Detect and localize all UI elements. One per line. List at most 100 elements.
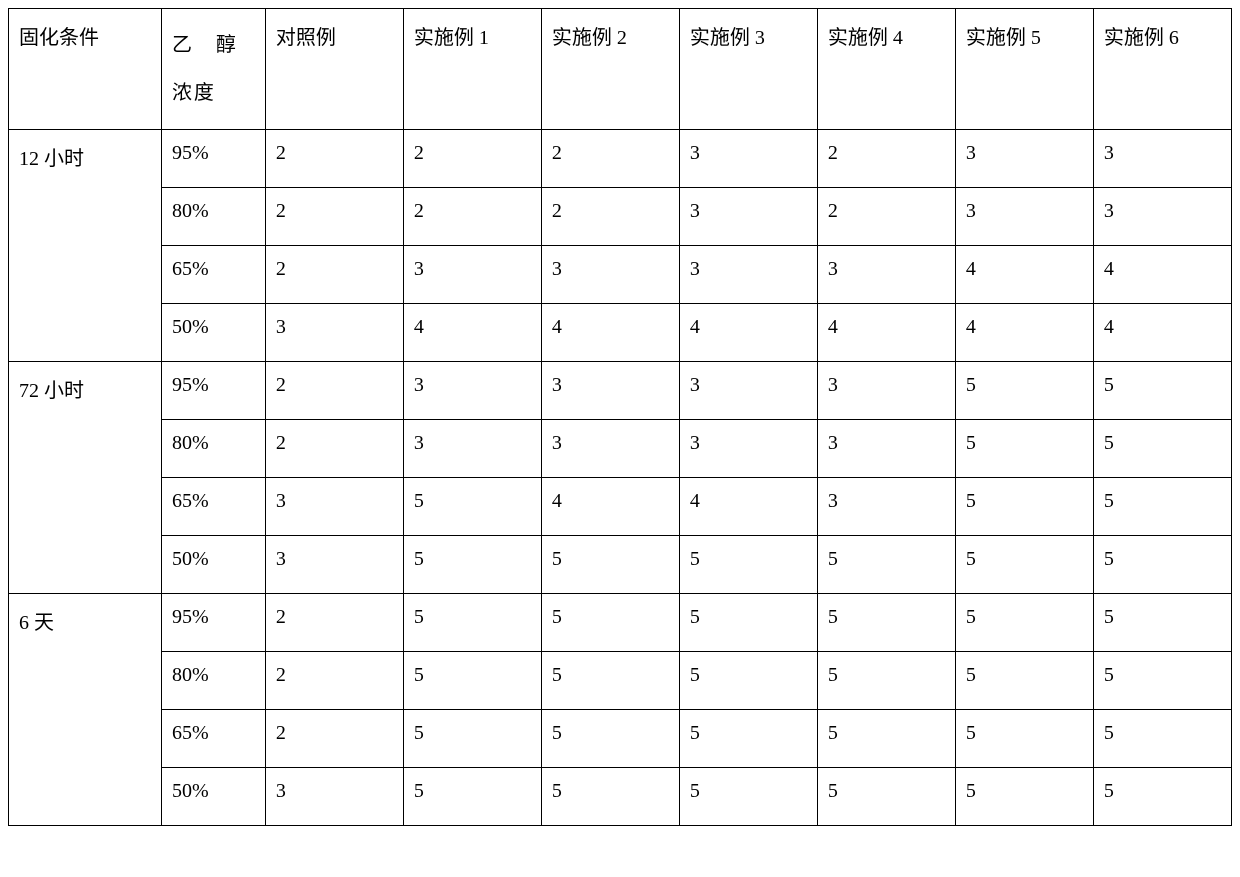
value-cell: 4: [1093, 304, 1231, 362]
header-col-3: 实施例 1: [403, 9, 541, 130]
table-row: 50%3555555: [9, 768, 1232, 826]
value-cell: 2: [265, 420, 403, 478]
value-cell: 5: [817, 768, 955, 826]
concentration-cell: 95%: [161, 130, 265, 188]
value-cell: 3: [679, 362, 817, 420]
value-cell: 5: [679, 594, 817, 652]
value-cell: 5: [403, 652, 541, 710]
value-cell: 3: [679, 130, 817, 188]
concentration-cell: 65%: [161, 710, 265, 768]
header-col-4: 实施例 2: [541, 9, 679, 130]
value-cell: 5: [1093, 536, 1231, 594]
table-row: 50%3444444: [9, 304, 1232, 362]
value-cell: 3: [541, 420, 679, 478]
value-cell: 5: [817, 594, 955, 652]
value-cell: 5: [817, 652, 955, 710]
value-cell: 3: [955, 130, 1093, 188]
value-cell: 5: [817, 536, 955, 594]
value-cell: 2: [541, 188, 679, 246]
table-row: 6 天95%2555555: [9, 594, 1232, 652]
concentration-cell: 95%: [161, 362, 265, 420]
value-cell: 2: [265, 188, 403, 246]
value-cell: 5: [955, 768, 1093, 826]
header-col-6: 实施例 4: [817, 9, 955, 130]
value-cell: 5: [955, 420, 1093, 478]
value-cell: 5: [1093, 652, 1231, 710]
value-cell: 3: [265, 536, 403, 594]
table-row: 12 小时95%2223233: [9, 130, 1232, 188]
concentration-cell: 80%: [161, 652, 265, 710]
value-cell: 5: [541, 710, 679, 768]
value-cell: 5: [403, 710, 541, 768]
table-row: 65%2555555: [9, 710, 1232, 768]
value-cell: 5: [955, 478, 1093, 536]
value-cell: 5: [1093, 594, 1231, 652]
value-cell: 4: [817, 304, 955, 362]
value-cell: 3: [817, 246, 955, 304]
value-cell: 2: [265, 652, 403, 710]
table-row: 65%2333344: [9, 246, 1232, 304]
value-cell: 3: [541, 246, 679, 304]
table-row: 80%2333355: [9, 420, 1232, 478]
concentration-cell: 50%: [161, 768, 265, 826]
value-cell: 5: [541, 536, 679, 594]
value-cell: 3: [817, 478, 955, 536]
value-cell: 2: [265, 246, 403, 304]
header-col-8: 实施例 6: [1093, 9, 1231, 130]
value-cell: 2: [265, 594, 403, 652]
value-cell: 5: [817, 710, 955, 768]
concentration-cell: 80%: [161, 188, 265, 246]
value-cell: 5: [1093, 710, 1231, 768]
value-cell: 3: [541, 362, 679, 420]
value-cell: 3: [1093, 188, 1231, 246]
value-cell: 5: [955, 652, 1093, 710]
header-col-2: 对照例: [265, 9, 403, 130]
value-cell: 5: [955, 536, 1093, 594]
value-cell: 3: [265, 768, 403, 826]
header-ethanol-concentration: 乙 醇浓度: [161, 9, 265, 130]
value-cell: 4: [541, 478, 679, 536]
value-cell: 5: [955, 710, 1093, 768]
table-row: 72 小时95%2333355: [9, 362, 1232, 420]
value-cell: 5: [679, 536, 817, 594]
value-cell: 5: [679, 710, 817, 768]
header-col-7: 实施例 5: [955, 9, 1093, 130]
value-cell: 5: [541, 594, 679, 652]
value-cell: 5: [403, 478, 541, 536]
value-cell: 2: [265, 362, 403, 420]
value-cell: 4: [541, 304, 679, 362]
value-cell: 5: [1093, 478, 1231, 536]
header-ethanol-line2: 浓度: [172, 69, 255, 117]
value-cell: 4: [679, 304, 817, 362]
value-cell: 3: [265, 304, 403, 362]
value-cell: 3: [817, 362, 955, 420]
value-cell: 5: [403, 768, 541, 826]
data-table: 固化条件乙 醇浓度对照例实施例 1实施例 2实施例 3实施例 4实施例 5实施例…: [8, 8, 1232, 826]
value-cell: 5: [541, 652, 679, 710]
table-row: 80%2223233: [9, 188, 1232, 246]
table-row: 50%3555555: [9, 536, 1232, 594]
concentration-cell: 65%: [161, 246, 265, 304]
value-cell: 3: [403, 420, 541, 478]
concentration-cell: 95%: [161, 594, 265, 652]
value-cell: 5: [1093, 768, 1231, 826]
table-header-row: 固化条件乙 醇浓度对照例实施例 1实施例 2实施例 3实施例 4实施例 5实施例…: [9, 9, 1232, 130]
value-cell: 4: [679, 478, 817, 536]
value-cell: 3: [679, 420, 817, 478]
group-label: 12 小时: [9, 130, 162, 362]
value-cell: 4: [955, 304, 1093, 362]
value-cell: 5: [1093, 420, 1231, 478]
concentration-cell: 50%: [161, 536, 265, 594]
value-cell: 2: [265, 130, 403, 188]
value-cell: 4: [955, 246, 1093, 304]
value-cell: 3: [679, 246, 817, 304]
value-cell: 5: [955, 594, 1093, 652]
value-cell: 3: [403, 362, 541, 420]
header-ethanol-line1: 乙 醇: [172, 21, 255, 69]
concentration-cell: 50%: [161, 304, 265, 362]
value-cell: 2: [265, 710, 403, 768]
value-cell: 4: [403, 304, 541, 362]
table-row: 80%2555555: [9, 652, 1232, 710]
concentration-cell: 65%: [161, 478, 265, 536]
header-curing-condition: 固化条件: [9, 9, 162, 130]
